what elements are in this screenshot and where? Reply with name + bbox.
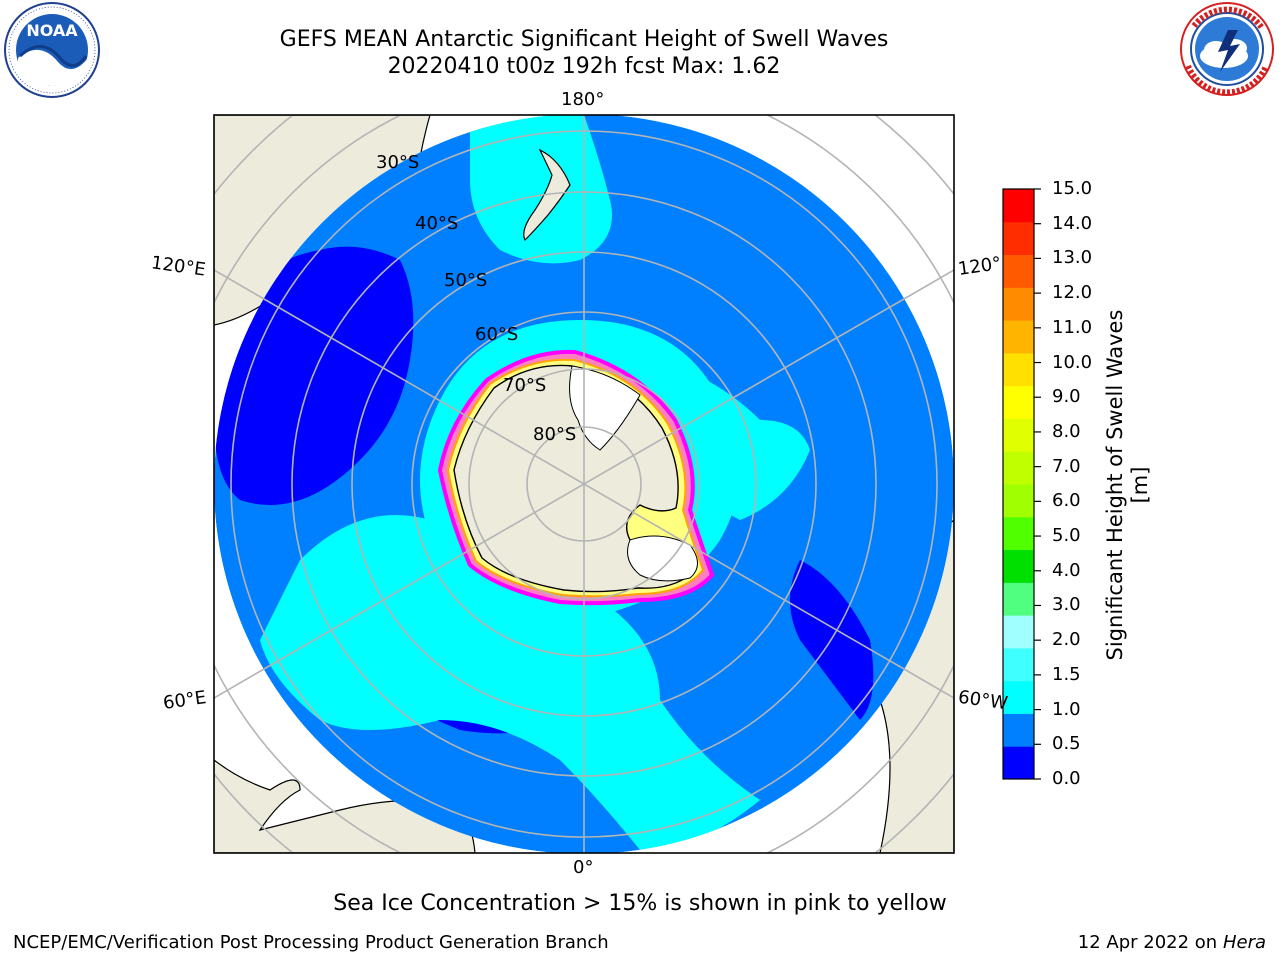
lat-label-40s: 40°S: [415, 213, 459, 234]
colorbar-bin: [1003, 484, 1034, 518]
colorbar-tick-label: 9.0: [1052, 386, 1081, 408]
graticule: [230, 115, 938, 853]
colorbar-tick-label: 12.0: [1052, 282, 1093, 304]
lat-label-80s: 80°S: [533, 424, 577, 445]
colorbar-bin: [1003, 320, 1034, 354]
lat-label-70s: 70°S: [503, 375, 547, 396]
colorbar-bin: [1003, 615, 1034, 649]
ocean-disc: [214, 115, 954, 853]
colorbar-tick-label: 1.0: [1052, 698, 1081, 720]
colorbar-bin: [1003, 647, 1034, 682]
colorbar-tick-label: 5.0: [1052, 525, 1081, 547]
map-frame: [213, 114, 955, 854]
colorbar-label: Significant Height of Swell Waves [m]: [1103, 309, 1152, 661]
colorbar-bin: [1003, 189, 1034, 223]
colorbar-tick-label: 0.5: [1052, 733, 1081, 755]
colorbar-bin: [1003, 352, 1034, 387]
lon-label-180: 180°: [561, 89, 605, 110]
colorbar-tick-label: 8.0: [1052, 420, 1081, 442]
nws-logo: [1180, 2, 1274, 96]
lon-label-0: 0°: [573, 857, 594, 878]
colorbar-bin: [1003, 385, 1034, 419]
footer-date: 12 Apr 2022 on Hera: [1078, 932, 1266, 953]
footer-branch: NCEP/EMC/Verification Post Processing Pr…: [13, 932, 609, 953]
colorbar-tick-label: 0.0: [1052, 768, 1081, 789]
colorbar-frame: [1002, 188, 1035, 780]
colorbar-tick-label: 2.0: [1052, 629, 1081, 651]
swell-0-0.5-indian-west: [214, 246, 414, 505]
colorbar-tick-label: 10.0: [1052, 351, 1093, 373]
lat-label-60s: 60°S: [475, 324, 519, 345]
lat-label-30s: 30°S: [376, 152, 420, 173]
colorbar-bin: [1003, 451, 1034, 485]
colorbar: [1003, 188, 1041, 780]
ice-shelf-ross: [569, 365, 641, 451]
colorbar-bin: [1003, 254, 1034, 288]
colorbar-tick-label: 11.0: [1052, 316, 1093, 338]
colorbar-bin: [1003, 418, 1034, 452]
colorbar-tick-label: 6.0: [1052, 490, 1081, 512]
colorbar-tick-label: 4.0: [1052, 559, 1081, 581]
noaa-logo: NOAA: [4, 2, 100, 98]
footer-machine: Hera: [1222, 932, 1266, 953]
sea-ice-caption: Sea Ice Concentration > 15% is shown in …: [333, 891, 947, 916]
colorbar-bin: [1003, 680, 1034, 714]
chart-title: GEFS MEAN Antarctic Significant Height o…: [279, 27, 889, 52]
colorbar-bin: [1003, 287, 1034, 321]
colorbar-tick-label: 15.0: [1052, 178, 1093, 199]
colorbar-tick-label: 1.5: [1052, 663, 1081, 685]
map-plot-area: [214, 115, 954, 853]
chart-subtitle: 20220410 t00z 192h fcst Max: 1.62: [387, 54, 781, 79]
colorbar-bin: [1003, 713, 1034, 747]
colorbar-tick-label: 7.0: [1052, 455, 1081, 477]
colorbar-tick-label: 14.0: [1052, 212, 1093, 234]
footer-date-text: 12 Apr 2022 on: [1077, 932, 1223, 953]
noaa-logo-text: NOAA: [26, 21, 78, 40]
colorbar-bin: [1003, 221, 1034, 256]
colorbar-bin: [1003, 582, 1034, 616]
colorbar-bin: [1003, 516, 1034, 551]
colorbar-bin: [1003, 746, 1034, 780]
colorbar-bin: [1003, 549, 1034, 583]
colorbar-tick-label: 3.0: [1052, 594, 1081, 616]
lat-label-50s: 50°S: [444, 270, 488, 291]
colorbar-tick-label: 13.0: [1052, 247, 1093, 269]
swell-1.0-1.5-pacific: [470, 115, 612, 264]
